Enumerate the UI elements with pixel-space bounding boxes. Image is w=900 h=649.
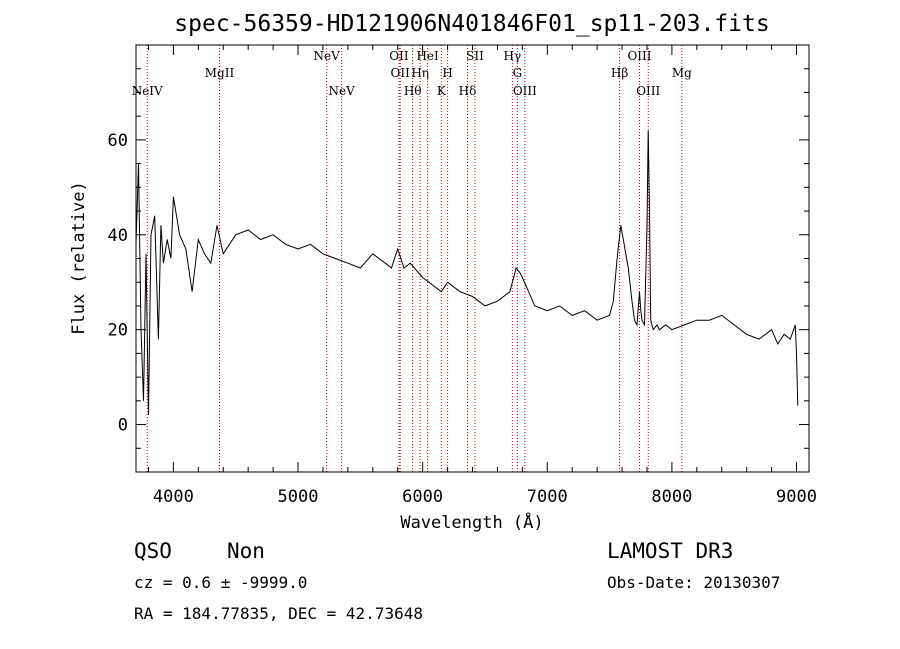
line-marker-label: NeIV	[132, 84, 163, 98]
object-class: QSO	[134, 539, 172, 563]
line-marker-label: G	[513, 66, 523, 80]
observation-date: Obs-Date: 20130307	[607, 573, 780, 592]
line-marker-label: OII	[391, 66, 411, 80]
line-marker-label: Mg	[672, 66, 692, 80]
axis-tick-labels: 4000 5000 6000 7000 8000 9000 0 20 40 60	[108, 131, 817, 507]
line-marker-label: NeV	[328, 84, 355, 98]
x-tick-label: 5000	[278, 487, 319, 507]
x-tick-label: 4000	[153, 487, 194, 507]
line-marker-label: NeV	[314, 49, 341, 63]
x-tick-label: 9000	[776, 487, 817, 507]
y-tick-label: 0	[118, 416, 128, 436]
line-marker-label: OIII	[513, 84, 537, 98]
x-tick-label: 7000	[527, 487, 568, 507]
line-marker-label: Hβ	[611, 66, 628, 80]
axis-ticks	[136, 45, 809, 472]
line-marker-label: OII	[389, 49, 409, 63]
survey-name: LAMOST DR3	[607, 539, 733, 563]
line-marker-label: MgII	[205, 66, 235, 80]
line-marker-label: Hδ	[459, 84, 477, 98]
redshift-value: cz = 0.6 ± -9999.0	[134, 573, 307, 592]
y-tick-label: 40	[108, 226, 128, 246]
x-tick-label: 6000	[402, 487, 443, 507]
emission-line-markers: NeIV MgII NeV NeV OII OII Hθ Hη HeI KH Hδ SII Hγ G OII…	[132, 45, 692, 472]
line-marker-label: HeI	[416, 49, 439, 63]
line-marker-label: SII	[466, 49, 484, 63]
x-tick-label: 8000	[651, 487, 692, 507]
y-axis-label: Flux (relative)	[69, 181, 89, 335]
line-marker-label: OIII	[627, 49, 651, 63]
object-subclass: Non	[227, 539, 265, 563]
x-axis-label: Wavelength (Å)	[400, 511, 543, 533]
flux-spectrum-line	[135, 130, 799, 416]
y-tick-label: 60	[108, 131, 128, 151]
chart-title: spec-56359-HD121906N401846F01_sp11-203.f…	[174, 11, 769, 37]
line-marker-label: Hη	[411, 66, 429, 80]
line-marker-label: OIII	[636, 84, 660, 98]
line-marker-label: Hγ	[504, 49, 522, 63]
line-marker-label: Hθ	[404, 84, 422, 98]
plot-frame	[135, 44, 810, 473]
line-marker-label: H	[442, 66, 452, 80]
y-tick-label: 20	[108, 321, 128, 341]
sky-coordinates: RA = 184.77835, DEC = 42.73648	[134, 604, 423, 623]
line-marker-label: K	[437, 84, 447, 98]
